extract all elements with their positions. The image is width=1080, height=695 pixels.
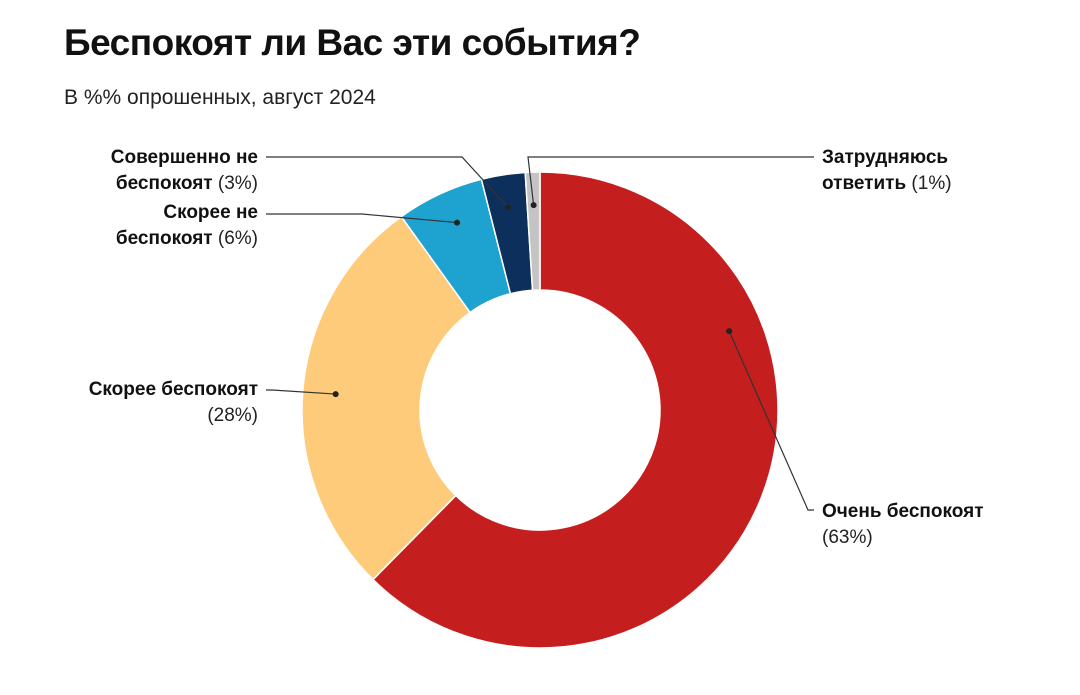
- donut-slice: [371, 171, 779, 649]
- slice-label-line: беспокоят: [116, 228, 213, 249]
- slice-label: Очень беспокоят (63%): [822, 501, 984, 548]
- slice-label: Совершенно не беспокоят (3%): [111, 147, 258, 194]
- callout-dot: [530, 202, 537, 209]
- slice-label-line: ответить: [822, 173, 906, 194]
- slice-percent: (6%): [213, 228, 258, 249]
- callout-line: [266, 213, 458, 224]
- callout-line: [527, 156, 814, 206]
- slice-label: Затрудняюсь ответить (1%): [822, 147, 952, 194]
- callout-line: [266, 156, 509, 208]
- chart-title: Беспокоят ли Вас эти события?: [64, 22, 641, 63]
- slice-percent: (28%): [207, 405, 258, 426]
- slice-label: Скорее беспокоят (28%): [89, 379, 258, 426]
- slice-percent: (1%): [906, 173, 951, 194]
- slice-label-line: Затрудняюсь: [822, 147, 948, 168]
- callout-dot: [332, 391, 339, 398]
- slice-label: Скорее не беспокоят (6%): [116, 202, 258, 249]
- slice-percent: (63%): [822, 527, 873, 548]
- callout-dot: [454, 219, 461, 226]
- chart-subtitle: В %% опрошенных, август 2024: [64, 86, 376, 109]
- callout-dot: [505, 204, 512, 211]
- slice-label-line: беспокоят: [116, 173, 213, 194]
- slice-label-line: Совершенно не: [111, 147, 258, 168]
- donut-slices: [301, 171, 779, 649]
- slice-label-line: Скорее не: [163, 202, 258, 223]
- slice-percent: (3%): [213, 173, 258, 194]
- donut-slice: [301, 215, 472, 581]
- callout-line: [266, 389, 336, 395]
- slice-label-line: Скорее беспокоят: [89, 379, 258, 400]
- callout-line: [728, 330, 814, 511]
- callout-dot: [726, 328, 733, 335]
- donut-callouts: Очень беспокоят (63%) Скорее беспокоят (28%…: [89, 147, 984, 548]
- slice-label-line: Очень беспокоят: [822, 501, 984, 522]
